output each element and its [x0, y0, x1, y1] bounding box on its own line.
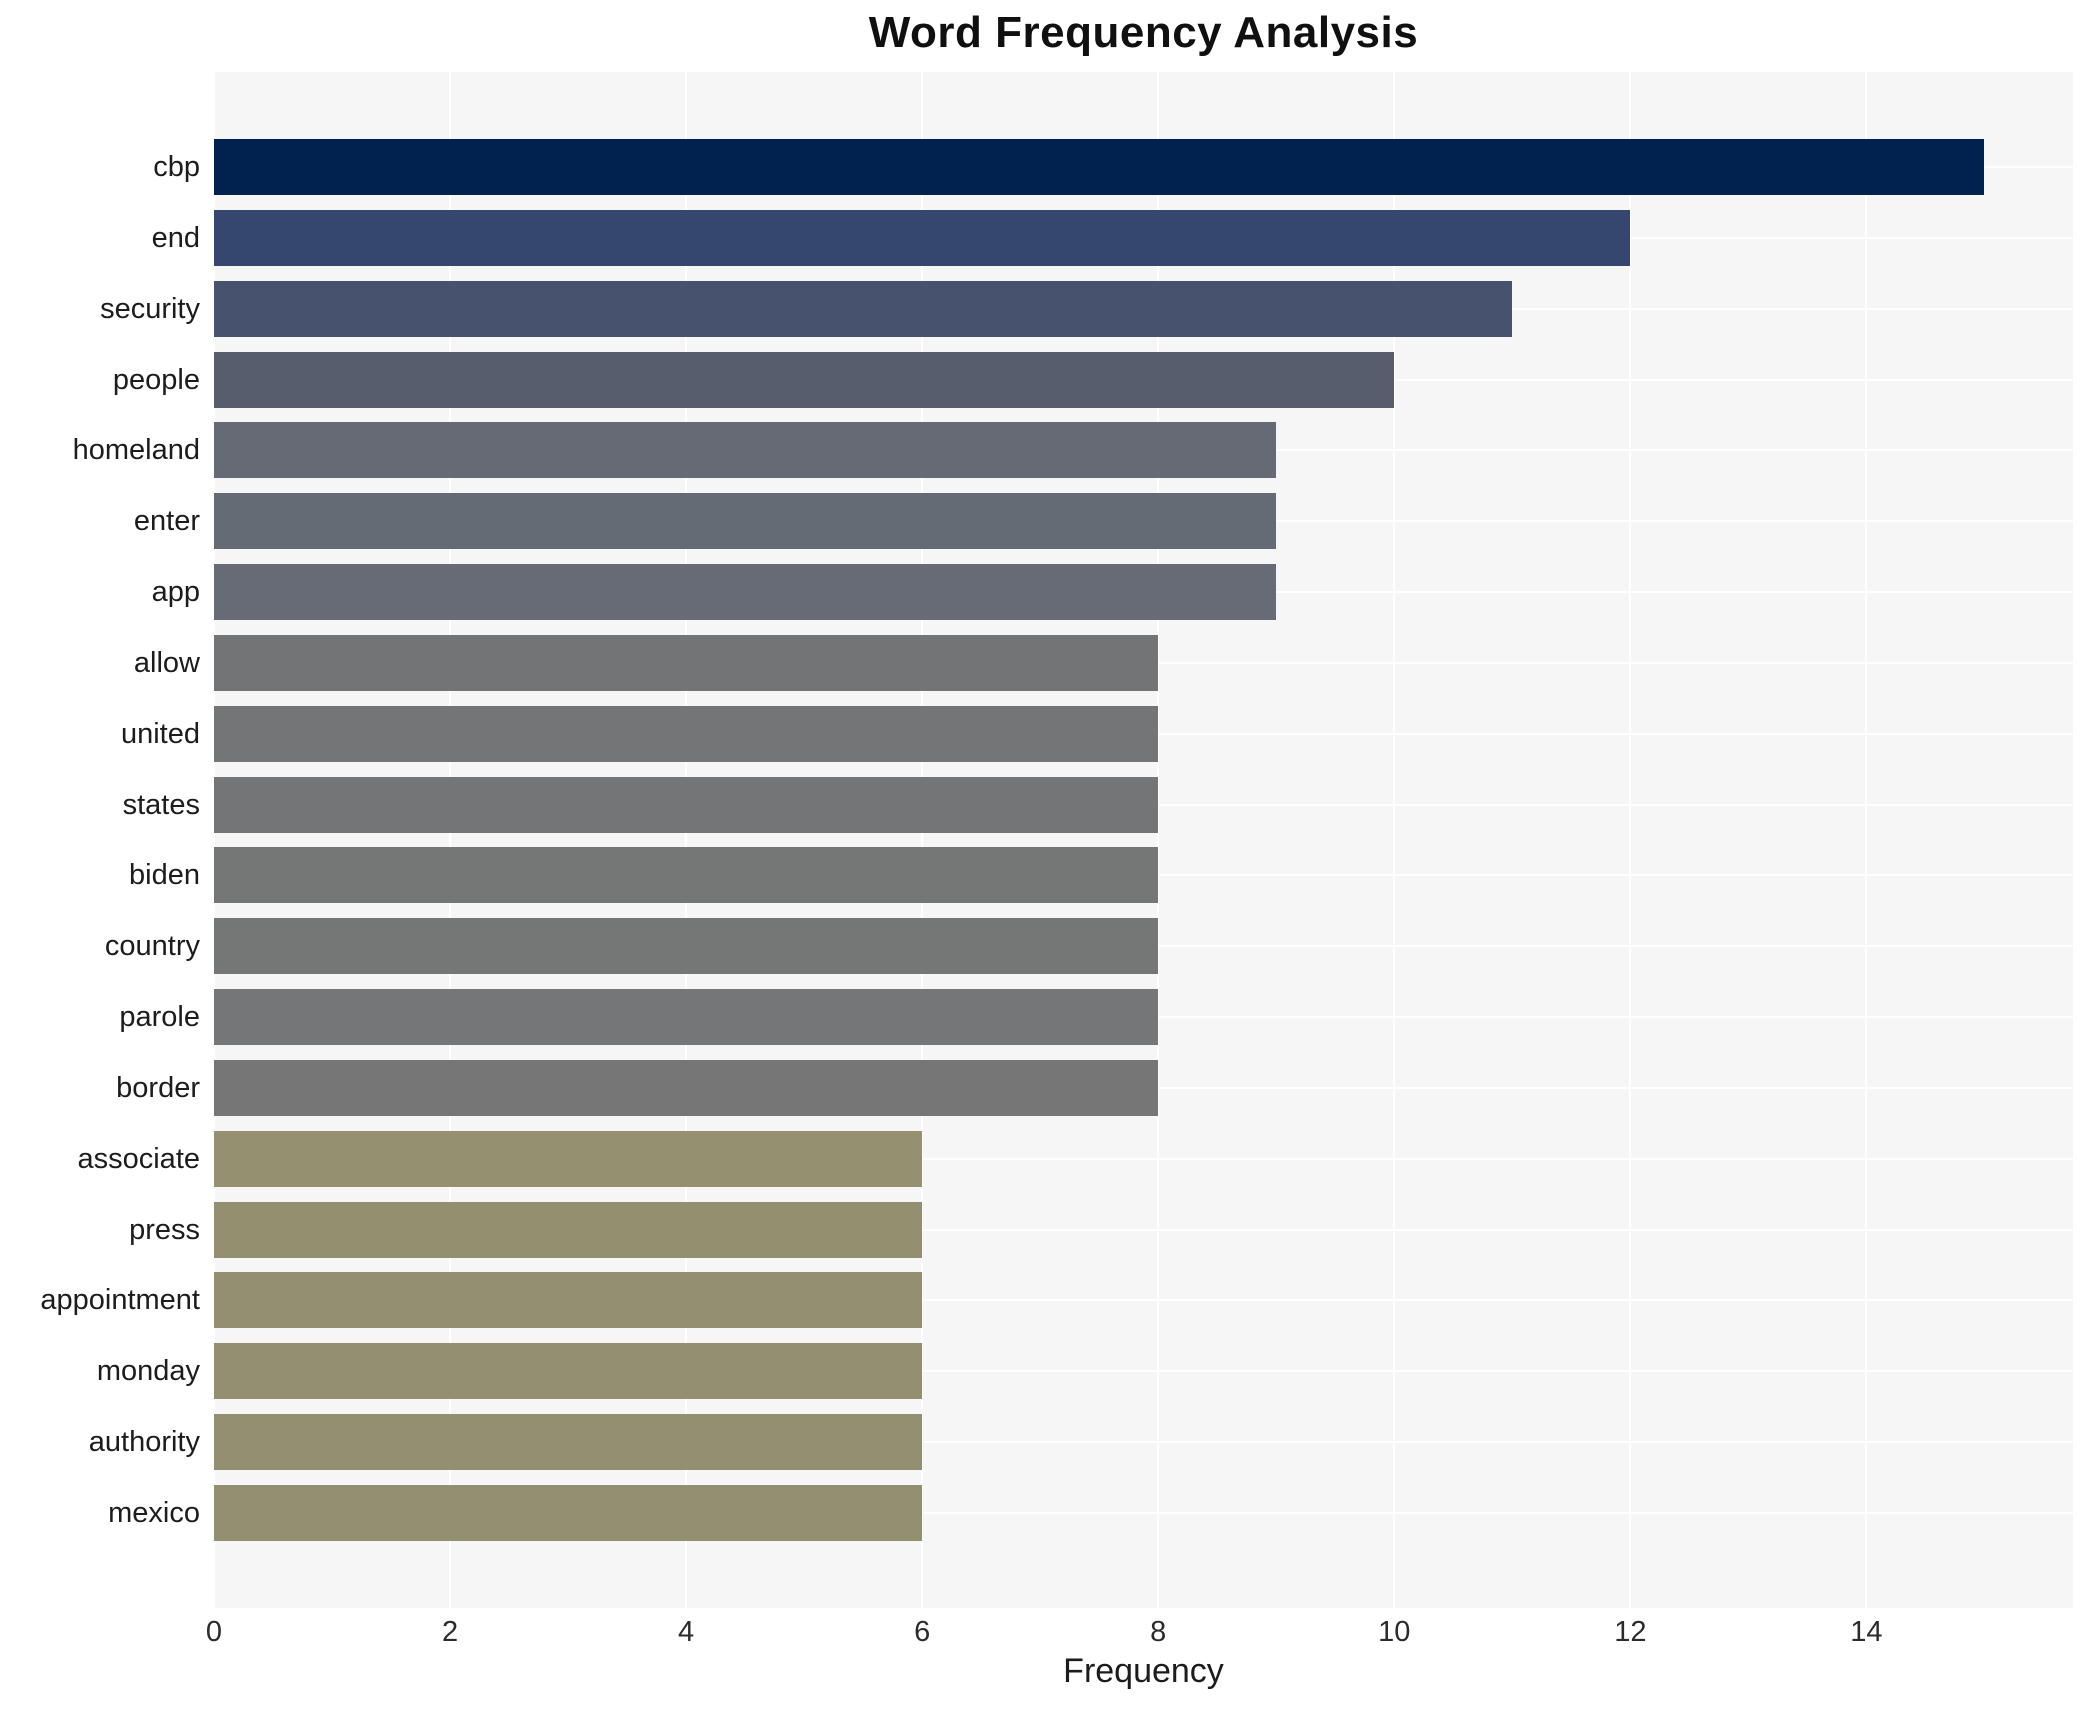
y-tick-label-app: app [151, 576, 200, 609]
bar-homeland [214, 422, 1277, 479]
x-tick-label-4: 4 [678, 1616, 695, 1648]
bar-enter [214, 493, 1277, 550]
bar-cbp [214, 139, 1985, 195]
bar-states [214, 776, 1159, 833]
y-tick-label-biden: biden [129, 859, 200, 892]
x-axis-title: Frequency [1063, 1652, 1224, 1690]
bar-press [214, 1201, 923, 1258]
y-gridline-monday [214, 1370, 2073, 1373]
x-tick-label-14: 14 [1850, 1616, 1883, 1648]
bar-parole [214, 989, 1159, 1046]
y-tick-label-monday: monday [96, 1355, 200, 1388]
y-gridline-press [214, 1228, 2073, 1231]
y-tick-label-states: states [122, 788, 200, 821]
y-tick-label-mexico: mexico [108, 1496, 200, 1529]
bar-end [214, 209, 1631, 266]
x-gridline-14 [1865, 72, 1868, 1608]
bar-associate [214, 1130, 923, 1187]
y-tick-label-press: press [129, 1213, 200, 1246]
y-tick-label-associate: associate [77, 1142, 200, 1175]
y-tick-label-united: united [120, 717, 200, 750]
bar-border [214, 1059, 1159, 1116]
x-tick-label-6: 6 [914, 1616, 931, 1648]
x-gridline-6 [921, 72, 924, 1608]
bar-monday [214, 1343, 923, 1400]
bar-people [214, 351, 1395, 408]
y-gridline-mexico [214, 1511, 2073, 1514]
plot-area [213, 72, 2073, 1608]
y-tick-label-homeland: homeland [72, 434, 200, 467]
y-tick-label-authority: authority [88, 1426, 200, 1459]
x-tick-label-12: 12 [1614, 1616, 1647, 1648]
x-tick-label-8: 8 [1150, 1616, 1167, 1648]
y-tick-label-enter: enter [133, 505, 200, 538]
bar-allow [214, 634, 1159, 691]
x-tick-label-2: 2 [441, 1616, 459, 1648]
y-tick-label-country: country [104, 930, 200, 963]
x-gridline-0 [213, 72, 215, 1608]
x-gridline-8 [1157, 72, 1160, 1608]
bar-united [214, 705, 1159, 762]
bar-authority [214, 1414, 923, 1471]
y-tick-label-border: border [116, 1071, 200, 1104]
x-tick-label-0: 0 [205, 1616, 223, 1648]
chart-title: Word Frequency Analysis [868, 8, 1419, 57]
bar-appointment [214, 1272, 923, 1329]
bar-country [214, 918, 1159, 975]
y-tick-label-people: people [112, 363, 200, 396]
y-gridline-authority [214, 1441, 2073, 1444]
y-tick-label-parole: parole [119, 1001, 200, 1034]
bar-mexico [214, 1484, 923, 1541]
x-gridline-2 [449, 72, 452, 1608]
bar-biden [214, 847, 1159, 904]
y-tick-label-allow: allow [133, 646, 200, 679]
bar-security [214, 280, 1513, 337]
x-tick-label-10: 10 [1378, 1616, 1411, 1648]
bar-app [214, 564, 1277, 621]
y-tick-label-appointment: appointment [40, 1284, 200, 1317]
x-gridline-10 [1393, 72, 1396, 1608]
y-tick-label-cbp: cbp [153, 151, 200, 183]
y-gridline-associate [214, 1157, 2073, 1160]
y-tick-label-security: security [100, 292, 200, 325]
x-gridline-12 [1629, 72, 1632, 1608]
x-gridline-4 [685, 72, 688, 1608]
y-tick-label-end: end [151, 221, 200, 254]
y-gridline-appointment [214, 1299, 2073, 1302]
